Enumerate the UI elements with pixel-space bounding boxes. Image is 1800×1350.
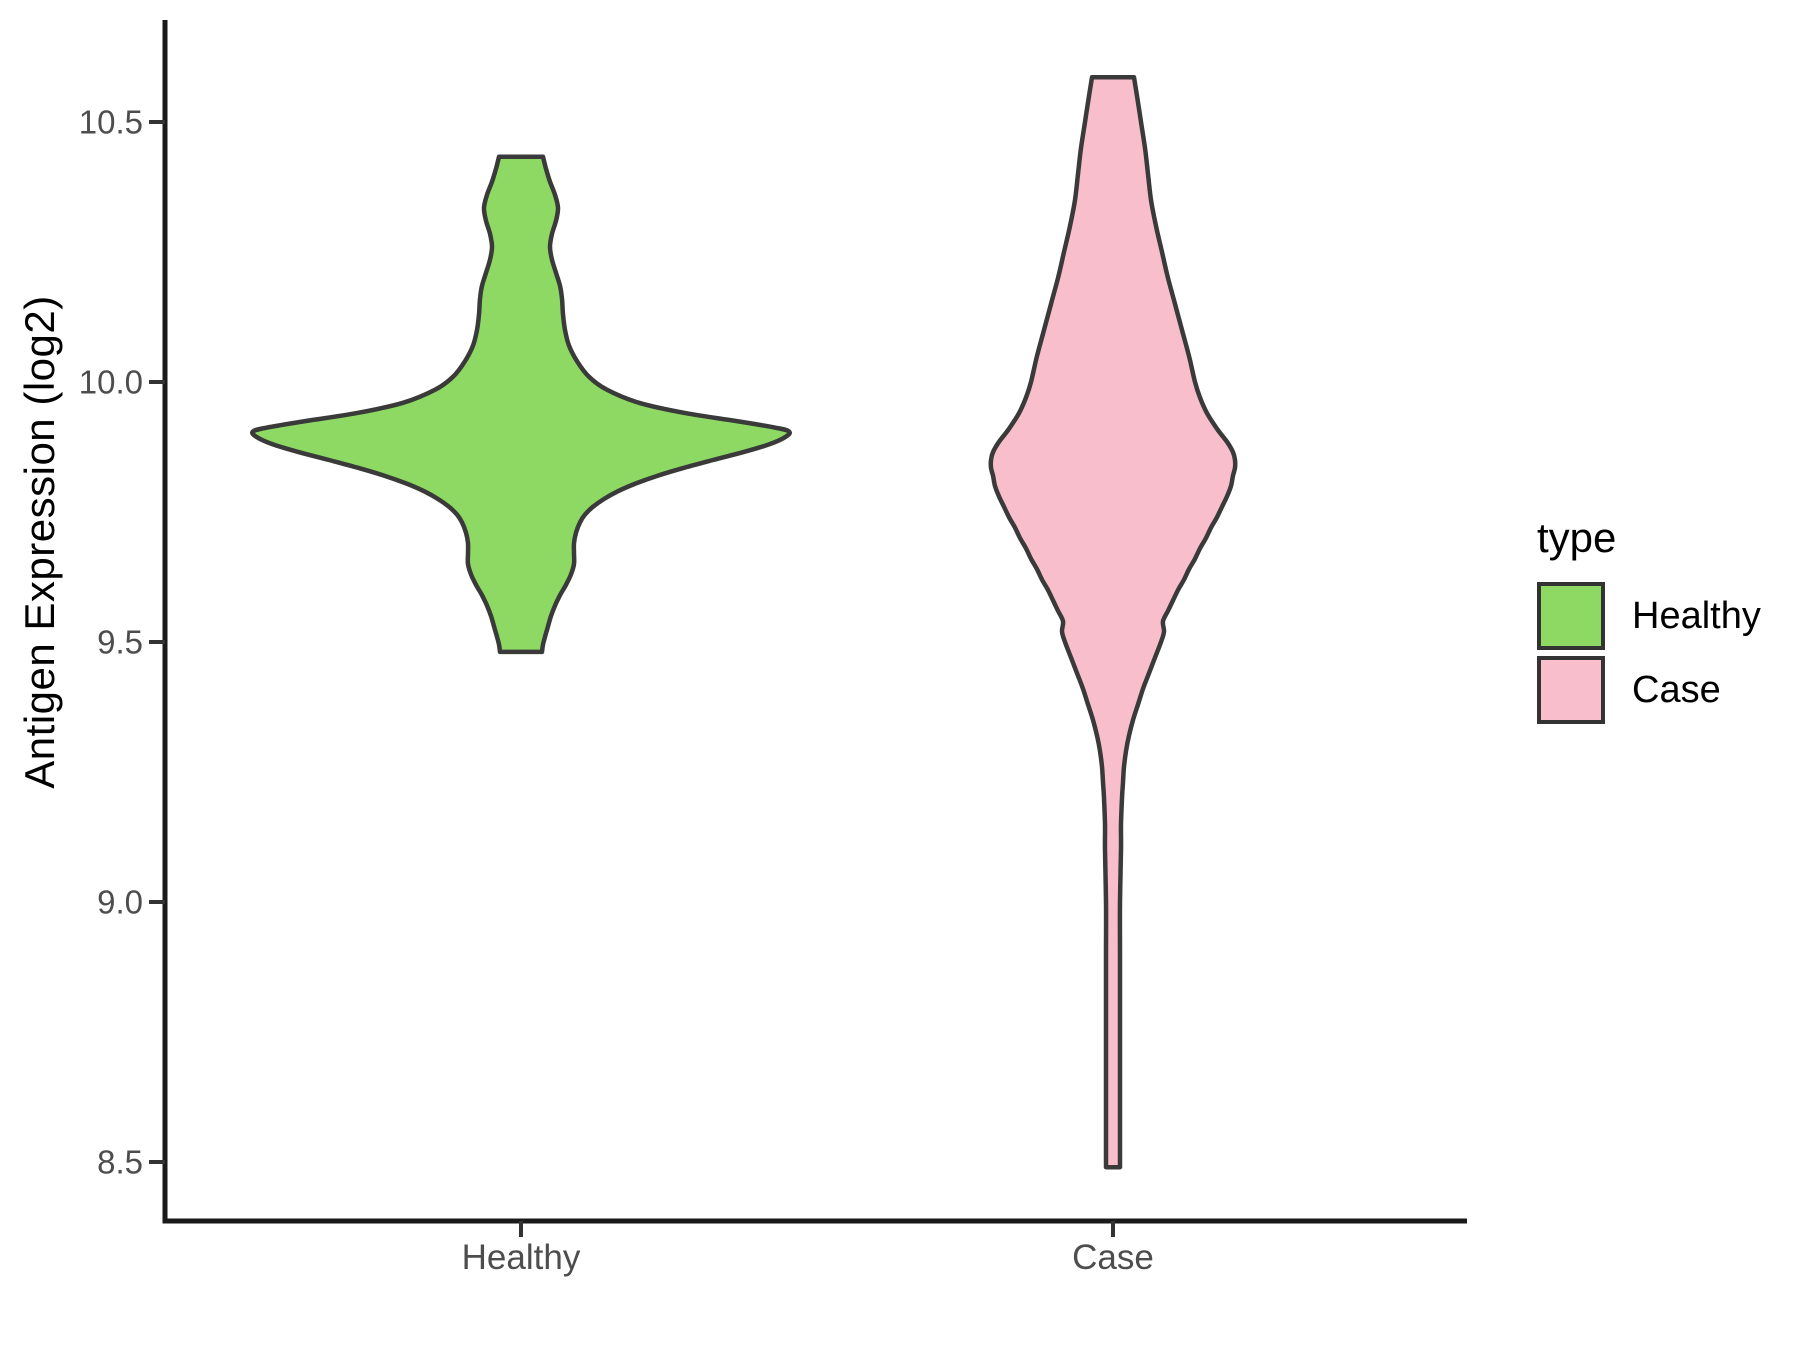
x-category-label-healthy: Healthy <box>462 1238 581 1277</box>
legend-item-case: Case <box>1537 656 1761 724</box>
legend: type Healthy Case <box>1537 514 1761 730</box>
y-tick-label-8.5: 8.5 <box>97 1144 143 1181</box>
legend-label-case: Case <box>1632 668 1721 711</box>
y-tick-label-9.5: 9.5 <box>97 624 143 661</box>
legend-key-healthy-swatch <box>1537 582 1605 650</box>
x-category-label-case: Case <box>1072 1238 1154 1277</box>
legend-item-healthy: Healthy <box>1537 582 1761 650</box>
y-axis-title: Antigen Expression (log2) <box>16 295 63 789</box>
y-tick-label-9.0: 9.0 <box>97 884 143 921</box>
y-tick-label-10.0: 10.0 <box>79 364 143 401</box>
legend-key-case-swatch <box>1537 656 1605 724</box>
legend-title: type <box>1537 514 1617 561</box>
violin-healthy <box>250 154 792 655</box>
legend-label-healthy: Healthy <box>1632 594 1761 637</box>
violin-case <box>988 75 1238 1170</box>
y-tick-label-10.5: 10.5 <box>79 104 143 141</box>
